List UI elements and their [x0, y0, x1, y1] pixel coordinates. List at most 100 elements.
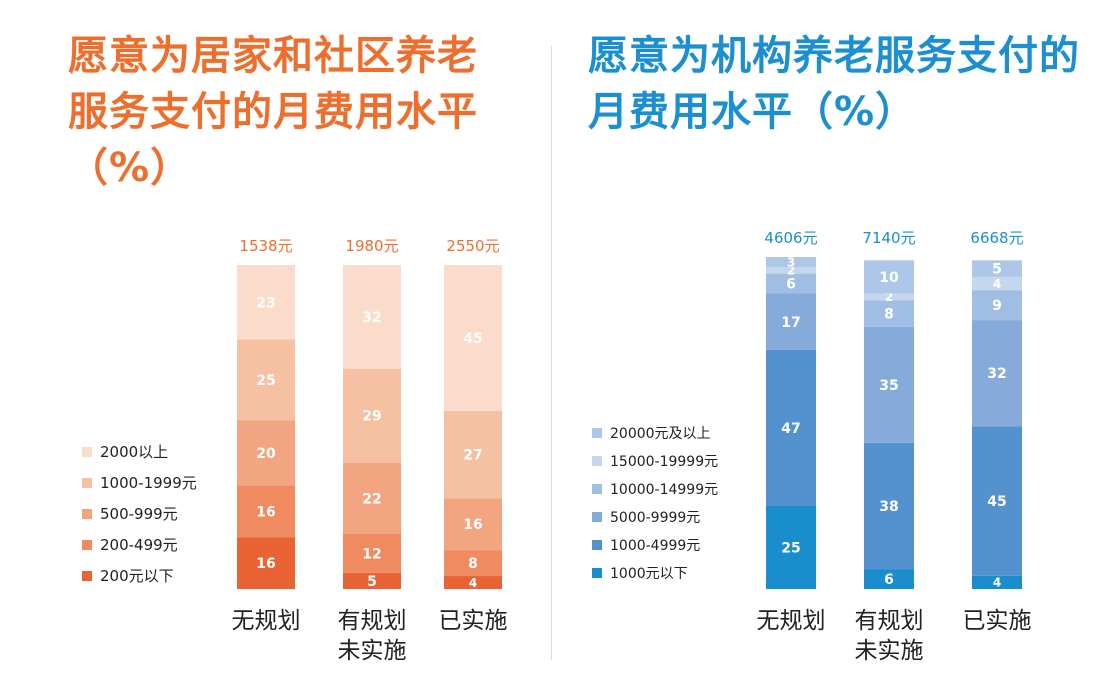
- left-data-label: 4: [469, 576, 477, 590]
- left-legend-label: 200-499元: [100, 536, 178, 554]
- left-legend-swatch: [82, 478, 92, 488]
- right-bar-segment: [864, 569, 914, 589]
- left-bar-segment: [237, 537, 295, 589]
- left-data-label: 5: [367, 574, 377, 590]
- left-category-label: 未实施: [338, 638, 407, 664]
- right-legend-swatch: [592, 456, 602, 466]
- left-data-label: 16: [256, 556, 275, 572]
- right-data-label: 8: [884, 306, 894, 322]
- right-bar-segment: [972, 276, 1022, 291]
- left-data-label: 27: [463, 448, 482, 464]
- right-category-label: 有规划: [855, 608, 924, 634]
- right-data-label: 47: [781, 421, 800, 437]
- left-legend-label: 1000-1999元: [100, 474, 197, 492]
- left-legend-label: 500-999元: [100, 505, 178, 523]
- right-data-label: 32: [987, 366, 1006, 382]
- right-category-label: 无规划: [757, 608, 826, 634]
- left-data-label: 12: [362, 546, 381, 562]
- right-bar-segment: [864, 260, 914, 294]
- right-legend-label: 15000-19999元: [610, 454, 718, 470]
- left-bar-segment: [343, 368, 401, 463]
- right-bar-segment: [972, 290, 1022, 321]
- left-total-label: 1538元: [239, 237, 292, 255]
- left-bar-segment: [343, 533, 401, 573]
- right-legend-swatch: [592, 428, 602, 438]
- right-bar-segment: [766, 257, 816, 267]
- right-legend-swatch: [592, 568, 602, 578]
- right-bar-segment: [766, 266, 816, 274]
- left-data-label: 16: [463, 517, 482, 533]
- right-data-label: 38: [879, 499, 898, 515]
- left-bar-segment: [237, 339, 295, 421]
- right-legend-label: 1000-4999元: [610, 538, 700, 554]
- right-category-label: 已实施: [963, 608, 1032, 634]
- right-bar-segment: [766, 349, 816, 506]
- right-bar-segment: [864, 442, 914, 570]
- left-bar-segment: [444, 576, 502, 589]
- left-data-label: 8: [468, 556, 478, 572]
- left-legend-swatch: [82, 571, 92, 581]
- right-bar-segment: [864, 300, 914, 327]
- right-legend-swatch: [592, 540, 602, 550]
- right-legend-label: 1000元以下: [610, 566, 688, 582]
- right-data-label: 5: [992, 262, 1002, 278]
- left-category-label: 有规划: [338, 608, 407, 634]
- right-data-label: 10: [879, 270, 899, 286]
- left-data-label: 20: [256, 446, 276, 462]
- right-data-label: 3: [787, 255, 795, 269]
- left-bar-segment: [444, 265, 502, 411]
- right-bar-segment: [864, 326, 914, 443]
- right-data-label: 2: [885, 290, 893, 304]
- left-bar-segment: [237, 265, 295, 340]
- right-data-label: 17: [781, 315, 800, 331]
- left-bar-segment: [444, 410, 502, 499]
- right-total-label: 4606元: [764, 229, 817, 247]
- right-data-label: 2: [787, 264, 795, 278]
- right-data-label: 45: [987, 494, 1006, 510]
- right-bar-segment: [766, 506, 816, 589]
- left-bar-segment: [444, 550, 502, 577]
- left-bar-segment: [237, 485, 295, 538]
- left-chart-title: 愿意为居家和社区养老服务支付的月费用水平（%）: [68, 33, 478, 191]
- left-data-label: 23: [256, 295, 275, 311]
- right-data-label: 25: [781, 541, 800, 557]
- left-legend-label: 2000以上: [100, 443, 168, 461]
- right-total-label: 7140元: [862, 229, 915, 247]
- left-data-label: 16: [256, 504, 275, 520]
- left-total-label: 2550元: [446, 237, 499, 255]
- left-category-label: 已实施: [439, 608, 508, 634]
- right-category-label: 未实施: [855, 638, 924, 664]
- left-legend-swatch: [82, 447, 92, 457]
- right-legend-swatch: [592, 484, 602, 494]
- left-data-label: 22: [362, 491, 381, 507]
- right-legend-label: 10000-14999元: [610, 482, 718, 498]
- right-bar-segment: [864, 293, 914, 301]
- right-data-label: 35: [879, 378, 898, 394]
- right-legend-swatch: [592, 512, 602, 522]
- left-data-label: 29: [362, 409, 381, 425]
- right-bar-segment: [766, 273, 816, 294]
- right-bar-segment: [972, 575, 1022, 589]
- left-data-label: 32: [362, 310, 381, 326]
- left-bar-segment: [343, 462, 401, 534]
- right-legend-label: 5000-9999元: [610, 510, 700, 526]
- left-bar-segment: [343, 572, 401, 589]
- right-bar-segment: [972, 426, 1022, 576]
- right-data-label: 6: [884, 572, 894, 588]
- left-bar-segment: [237, 420, 295, 486]
- left-legend-swatch: [82, 509, 92, 519]
- left-legend-label: 200元以下: [100, 567, 174, 585]
- right-bar-segment: [972, 260, 1022, 277]
- left-bar-segment: [444, 498, 502, 551]
- right-data-label: 9: [992, 298, 1002, 314]
- left-data-label: 45: [463, 331, 482, 347]
- right-data-label: 4: [993, 277, 1001, 291]
- left-category-label: 无规划: [232, 608, 301, 634]
- left-bar-segment: [343, 265, 401, 369]
- right-bar-segment: [766, 293, 816, 350]
- right-data-label: 6: [786, 277, 796, 293]
- right-chart-title: 愿意为机构养老服务支付的月费用水平（%）: [588, 33, 1080, 135]
- left-total-label: 1980元: [345, 237, 398, 255]
- right-total-label: 6668元: [970, 229, 1023, 247]
